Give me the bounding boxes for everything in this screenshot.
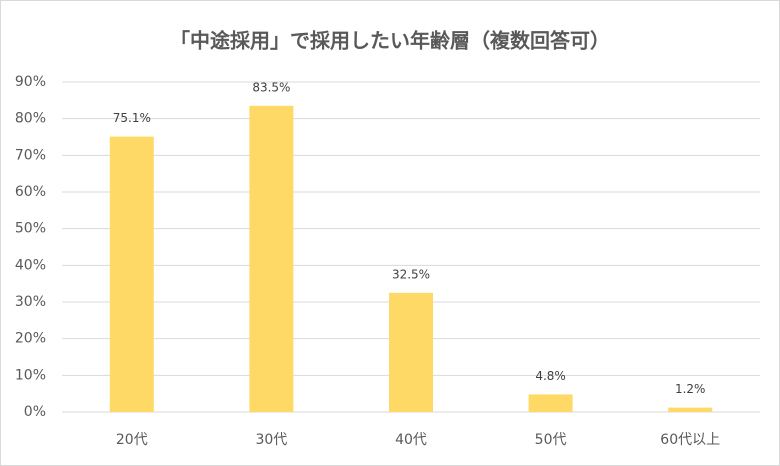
- bar: [528, 394, 573, 412]
- y-tick-label: 40%: [15, 257, 46, 273]
- y-tick-label: 10%: [15, 367, 46, 383]
- y-tick-label: 50%: [15, 221, 46, 237]
- value-label: 75.1%: [113, 111, 151, 125]
- x-tick-label: 50代: [535, 432, 567, 448]
- x-tick-label: 60代以上: [660, 432, 720, 448]
- chart-title: 「中途採用」で採用したい年齢層（複数回答可）: [170, 29, 610, 53]
- bar: [109, 136, 154, 412]
- bar: [389, 292, 433, 412]
- x-tick-label: 20代: [116, 432, 148, 448]
- y-tick-label: 20%: [15, 331, 46, 347]
- value-label: 4.8%: [535, 369, 566, 383]
- y-tick-label: 80%: [15, 111, 46, 127]
- y-tick-label: 70%: [15, 147, 46, 163]
- x-tick-label: 40代: [395, 432, 427, 448]
- value-label: 32.5%: [392, 267, 430, 281]
- x-tick-label: 30代: [255, 432, 287, 448]
- y-tick-label: 0%: [24, 404, 46, 420]
- y-tick-label: 30%: [15, 294, 46, 310]
- bar: [668, 407, 713, 412]
- value-label: 1.2%: [675, 382, 706, 396]
- value-label: 83.5%: [252, 80, 290, 94]
- y-tick-label: 90%: [15, 74, 46, 90]
- y-tick-label: 60%: [15, 184, 46, 200]
- bar: [249, 105, 294, 412]
